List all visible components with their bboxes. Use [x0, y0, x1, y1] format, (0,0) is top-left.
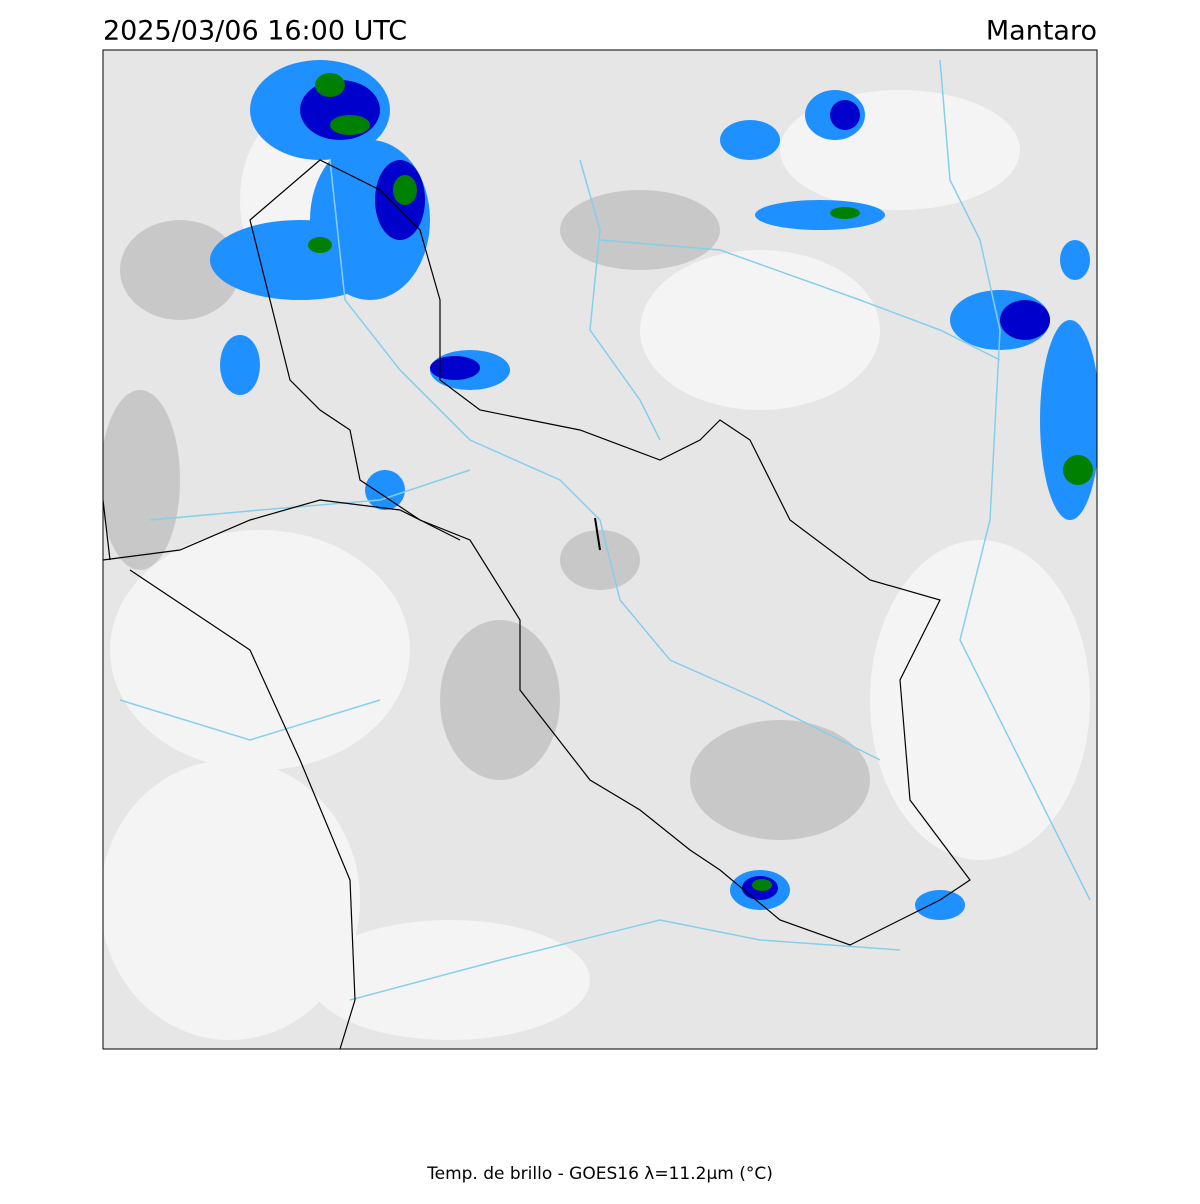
title: 2025/03/06 16:00 UTC	[103, 16, 407, 47]
track	[594, 517, 601, 551]
map-frame	[102, 49, 1098, 1050]
colorbar-label: Temp. de brillo - GOES16 λ=11.2μm (°C)	[426, 1164, 773, 1184]
map-image	[103, 50, 1097, 1049]
region-name: Mantaro	[986, 16, 1097, 47]
